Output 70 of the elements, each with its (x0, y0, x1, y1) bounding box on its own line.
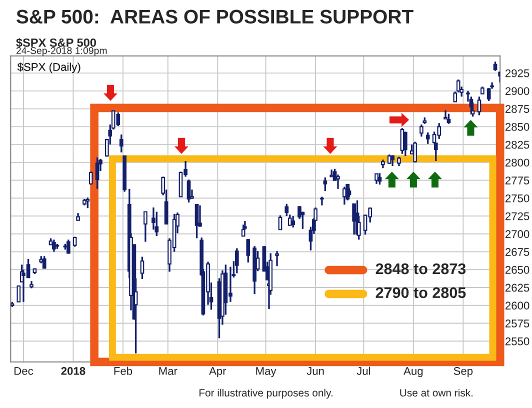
candlestick (397, 156, 401, 167)
candlestick (140, 256, 144, 280)
candlestick (241, 224, 246, 237)
candlestick (154, 210, 159, 237)
candlestick (16, 284, 21, 303)
y-tick-label: 2875 (506, 105, 530, 113)
y-tick-label: 2725 (506, 212, 530, 220)
candlestick (42, 255, 46, 270)
candlestick (275, 250, 279, 267)
candlestick (320, 196, 324, 206)
text: Use at own risk. (400, 388, 473, 397)
annotation: 2790 to 2805 (376, 287, 466, 298)
candlestick (52, 238, 56, 253)
chart-subtitle: $SPX S&P 500 (16, 38, 96, 48)
candlestick (446, 112, 451, 125)
x-tick-label: Sep (454, 367, 473, 378)
annotation: 2848 to 2873 (376, 263, 466, 274)
x-tick-label: 2018 (61, 367, 86, 375)
candlestick (246, 238, 250, 264)
candlestick (88, 170, 93, 186)
y-tick-label: 2775 (506, 176, 530, 184)
x-tick-label: Jul (356, 366, 370, 375)
candlestick (378, 172, 382, 186)
y-tick-label: 2700 (506, 230, 530, 238)
y-tick-label: 2850 (506, 122, 530, 131)
candlestick (119, 134, 124, 154)
x-tick-label: Mar (159, 367, 178, 375)
text: For illustrative purposes only. (200, 388, 332, 399)
y-tick-label: 2900 (506, 87, 530, 96)
candlestick (284, 203, 289, 217)
x-tick-label: Dec (14, 367, 34, 375)
candlestick (323, 176, 328, 192)
y-tick-label: 2925 (506, 69, 530, 78)
candlestick (493, 60, 498, 72)
candlestick (420, 124, 424, 138)
y-tick-label: 2750 (506, 194, 530, 202)
candlestick (426, 132, 430, 145)
annotation: 24-Sep-2018 1:09pm (16, 47, 107, 56)
candlestick (234, 247, 239, 274)
x-tick-label: Jun (306, 367, 324, 375)
text: $SPX (Daily) (17, 62, 80, 74)
candlestick (336, 174, 340, 190)
y-tick-label: 2650 (506, 266, 530, 274)
y-tick-label: 2800 (506, 158, 530, 167)
candlestick (413, 140, 417, 164)
candlestick (86, 196, 90, 210)
candlestick (444, 109, 448, 120)
x-tick-label: May (256, 367, 276, 378)
candlestick (144, 210, 148, 243)
candlestick (194, 204, 199, 240)
y-tick-label: 2625 (506, 284, 530, 292)
candlestick (387, 154, 392, 165)
candlestick (95, 156, 100, 190)
y-tick-label: 2550 (506, 337, 530, 346)
candlestick (291, 215, 295, 228)
candlestick (186, 178, 191, 204)
candlestick (66, 238, 70, 254)
candlestick (352, 203, 356, 236)
y-tick-label: 2675 (506, 248, 530, 256)
y-tick-label: 2575 (506, 320, 530, 328)
candlestick (477, 96, 482, 116)
chart-title: S&P 500: AREAS OF POSSIBLE SUPPORT (16, 10, 414, 24)
y-tick-label: 2600 (506, 302, 530, 310)
x-tick-label: Apr (209, 367, 226, 378)
candlestick (374, 173, 378, 185)
x-tick-label: Aug (404, 367, 423, 378)
candlestick (403, 130, 408, 157)
candlestick (278, 214, 282, 230)
x-tick-label: Feb (114, 366, 132, 375)
y-tick-label: 2825 (506, 140, 530, 149)
